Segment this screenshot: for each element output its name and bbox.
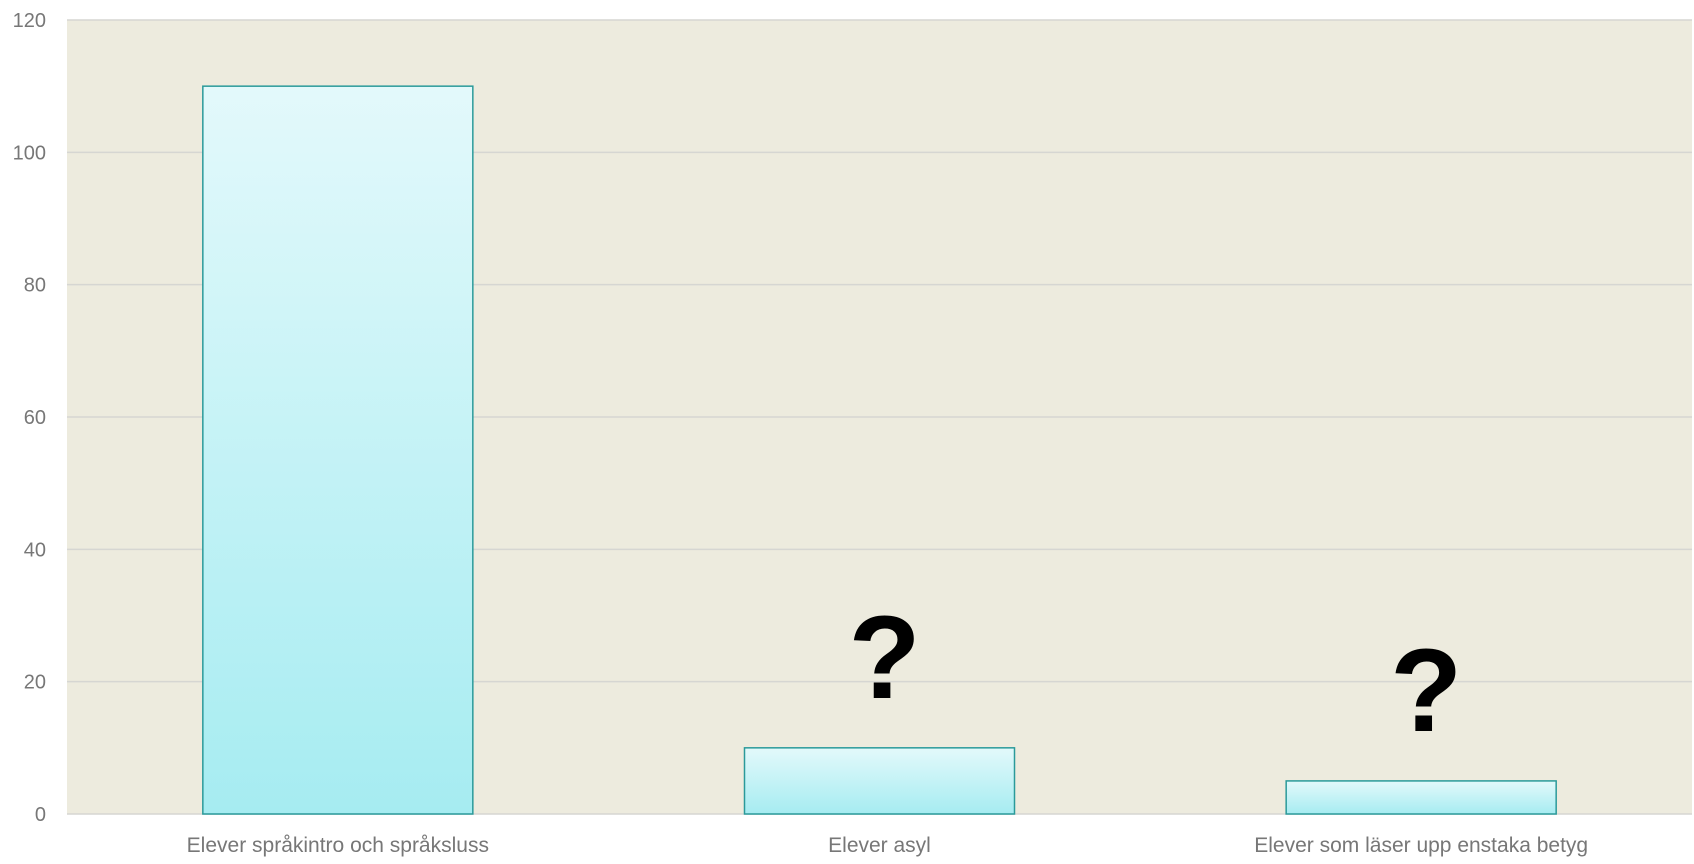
bar <box>202 85 474 815</box>
y-tick-label: 120 <box>13 10 46 32</box>
y-tick-label: 20 <box>24 672 46 694</box>
annotations: ?? <box>848 592 1462 757</box>
bar <box>1285 780 1557 815</box>
y-tick-label: 40 <box>24 539 46 561</box>
x-tick-label: Elever asyl <box>828 834 931 857</box>
x-tick-label: Elever språkintro och språksluss <box>187 834 489 857</box>
x-tick-label: Elever som läser upp enstaka betyg <box>1254 834 1588 857</box>
x-axis-ticks: Elever språkintro och språksluss Elever a… <box>187 834 1588 857</box>
y-tick-label: 80 <box>24 275 46 297</box>
y-tick-label: 100 <box>13 142 46 164</box>
question-mark-annotation: ? <box>848 592 920 724</box>
bar <box>743 747 1016 815</box>
y-axis-ticks: 0 20 40 60 80 100 120 <box>13 10 46 826</box>
y-tick-label: 0 <box>35 804 46 826</box>
bars <box>202 85 1557 815</box>
question-mark-annotation: ? <box>1390 625 1462 757</box>
y-tick-label: 60 <box>24 407 46 429</box>
